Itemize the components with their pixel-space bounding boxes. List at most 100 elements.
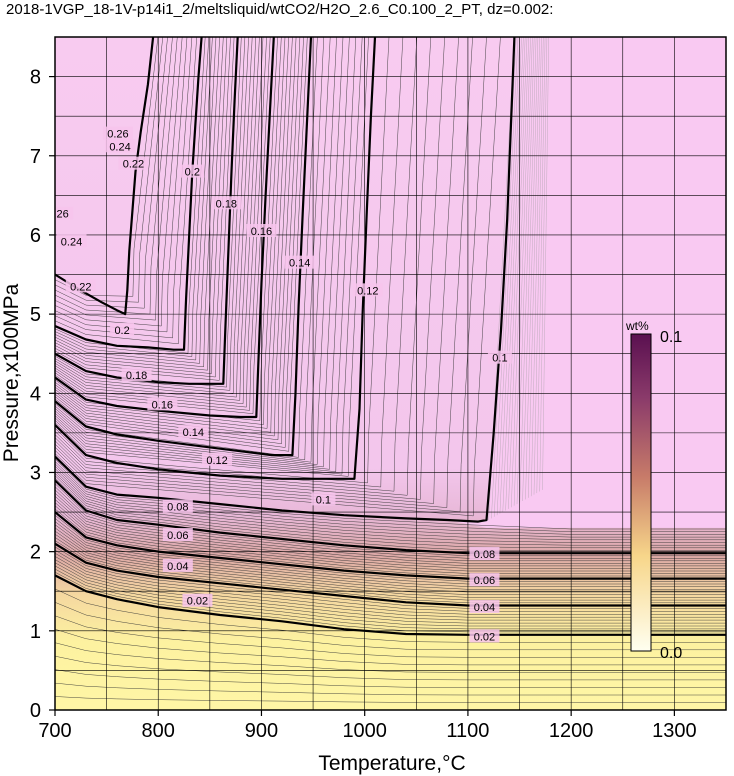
x-tick-label: 1300	[652, 720, 697, 742]
contour-label-bg	[352, 283, 383, 297]
fine-contour-line	[55, 37, 278, 422]
fine-contour-line	[55, 37, 286, 429]
grid-lines	[55, 37, 726, 710]
fine-contour-line	[55, 37, 164, 303]
contour-label-bg	[65, 279, 96, 293]
fine-contour-line	[55, 37, 318, 458]
fine-contour-line	[55, 37, 337, 465]
y-tick-label: 3	[30, 462, 41, 484]
contour-label-bg	[202, 452, 233, 466]
fine-contour-line	[494, 37, 519, 517]
contour-label: 0.16	[152, 399, 173, 411]
fine-contour-line	[55, 37, 308, 452]
colorbar: wt% 0.1 0.0	[625, 319, 682, 662]
fine-contour-line	[55, 37, 418, 492]
x-tick-label: 1200	[549, 720, 594, 742]
fine-contour-line	[511, 37, 529, 508]
fine-contour-line	[55, 37, 224, 371]
fine-contour-line	[55, 37, 253, 398]
chart-title: 2018-1VGP_18-1V-p14i1_2/meltsliquid/wtCO…	[6, 1, 553, 18]
contour-label: 0.22	[123, 159, 144, 171]
fine-contour-line	[55, 37, 445, 500]
unsaturated-fill	[447, 37, 726, 528]
contour-label: 0.18	[216, 198, 237, 210]
fine-contour-line	[55, 37, 197, 345]
contour-line-0.16	[55, 37, 275, 419]
fine-contour-line	[55, 37, 301, 444]
contour-line-0.06	[55, 511, 726, 580]
contour-label: 0.22	[70, 281, 91, 293]
fine-contour-line	[55, 37, 235, 381]
contour-label: 0.06	[167, 530, 188, 542]
contour-label-bg	[211, 196, 242, 210]
fine-contour-line	[55, 37, 297, 441]
fine-contour-line	[528, 37, 540, 498]
fine-contour-line	[55, 37, 271, 414]
fine-contour-line	[55, 37, 267, 411]
fine-contour-line	[55, 37, 350, 470]
contour-label-bg	[284, 255, 315, 269]
contour-line-0.18	[55, 37, 239, 385]
fine-contour-line	[542, 37, 549, 490]
y-tick-label: 5	[30, 304, 41, 326]
contour-label-bg	[469, 547, 500, 561]
y-axis-label: Pressure,x100MPa	[0, 283, 23, 462]
fine-contour-line	[55, 37, 404, 488]
contour-label-bg	[121, 368, 152, 382]
contour-label: 0.04	[167, 561, 188, 573]
fine-contour-line	[55, 37, 357, 472]
y-axis-ticks: 0 1 2 3 4 5 6 7 8	[30, 67, 55, 722]
fine-contour-line	[496, 37, 520, 516]
fine-contour-line	[55, 37, 206, 354]
contour-label-bg	[162, 499, 193, 513]
fine-contour-line	[55, 37, 242, 388]
contour-labels: 0.02 0.02 0.04 0.04 0.06 0.06 0.08 0.08 0.1 0.1 0.…	[47, 126, 512, 643]
x-tick-label: 800	[142, 720, 175, 742]
colorbar-max-label: 0.1	[660, 329, 682, 346]
y-tick-label: 7	[30, 146, 41, 168]
x-tick-label: 900	[245, 720, 278, 742]
contour-label: 0.02	[474, 631, 495, 643]
contour-label-bg	[118, 156, 149, 170]
x-axis-label: Temperature,°C	[318, 752, 465, 775]
y-tick-label: 0	[30, 700, 41, 722]
fine-contour-line	[55, 37, 210, 357]
fine-contour-line	[55, 37, 228, 374]
x-tick-label: 700	[38, 720, 71, 742]
contour-label: 0.16	[251, 226, 272, 238]
colorbar-title: wt%	[625, 319, 649, 333]
plot-frame	[54, 36, 727, 711]
fine-contour-line	[55, 37, 249, 395]
fine-contour-line	[55, 37, 325, 461]
y-tick-label: 1	[30, 621, 41, 643]
fine-contour-line	[55, 37, 168, 309]
fine-contour-line	[55, 37, 363, 475]
unsaturated-region	[447, 37, 726, 528]
contour-line-0.2	[55, 37, 203, 351]
fine-contour-line	[519, 37, 535, 503]
fine-contour-line	[55, 37, 344, 468]
contour-label-bg	[105, 139, 136, 153]
contour-line-0.04	[55, 542, 726, 607]
fine-contour-line	[55, 37, 459, 504]
contour-label-bg	[180, 164, 205, 178]
fine-contour-line	[55, 37, 217, 364]
contour-label-bg	[162, 558, 193, 572]
y-tick-label: 8	[30, 67, 41, 89]
contour-label: 0.26	[47, 209, 68, 221]
contour-label: 0.24	[109, 141, 130, 153]
contour-label: 0.1	[316, 494, 331, 506]
fine-contour-line	[55, 37, 193, 339]
fine-contour-line	[55, 37, 264, 408]
colorbar-scale	[630, 333, 652, 652]
fine-contour-line	[55, 37, 293, 437]
contour-label-bg	[487, 350, 512, 364]
contour-label: 0.18	[126, 370, 147, 382]
contour-label-bg	[55, 206, 74, 220]
fine-contour-line	[525, 37, 539, 500]
fine-contour-line	[55, 37, 246, 391]
colorbar-min-label: 0.0	[660, 645, 682, 662]
fine-contour-line	[55, 37, 432, 496]
major-contour-lines	[55, 37, 726, 636]
